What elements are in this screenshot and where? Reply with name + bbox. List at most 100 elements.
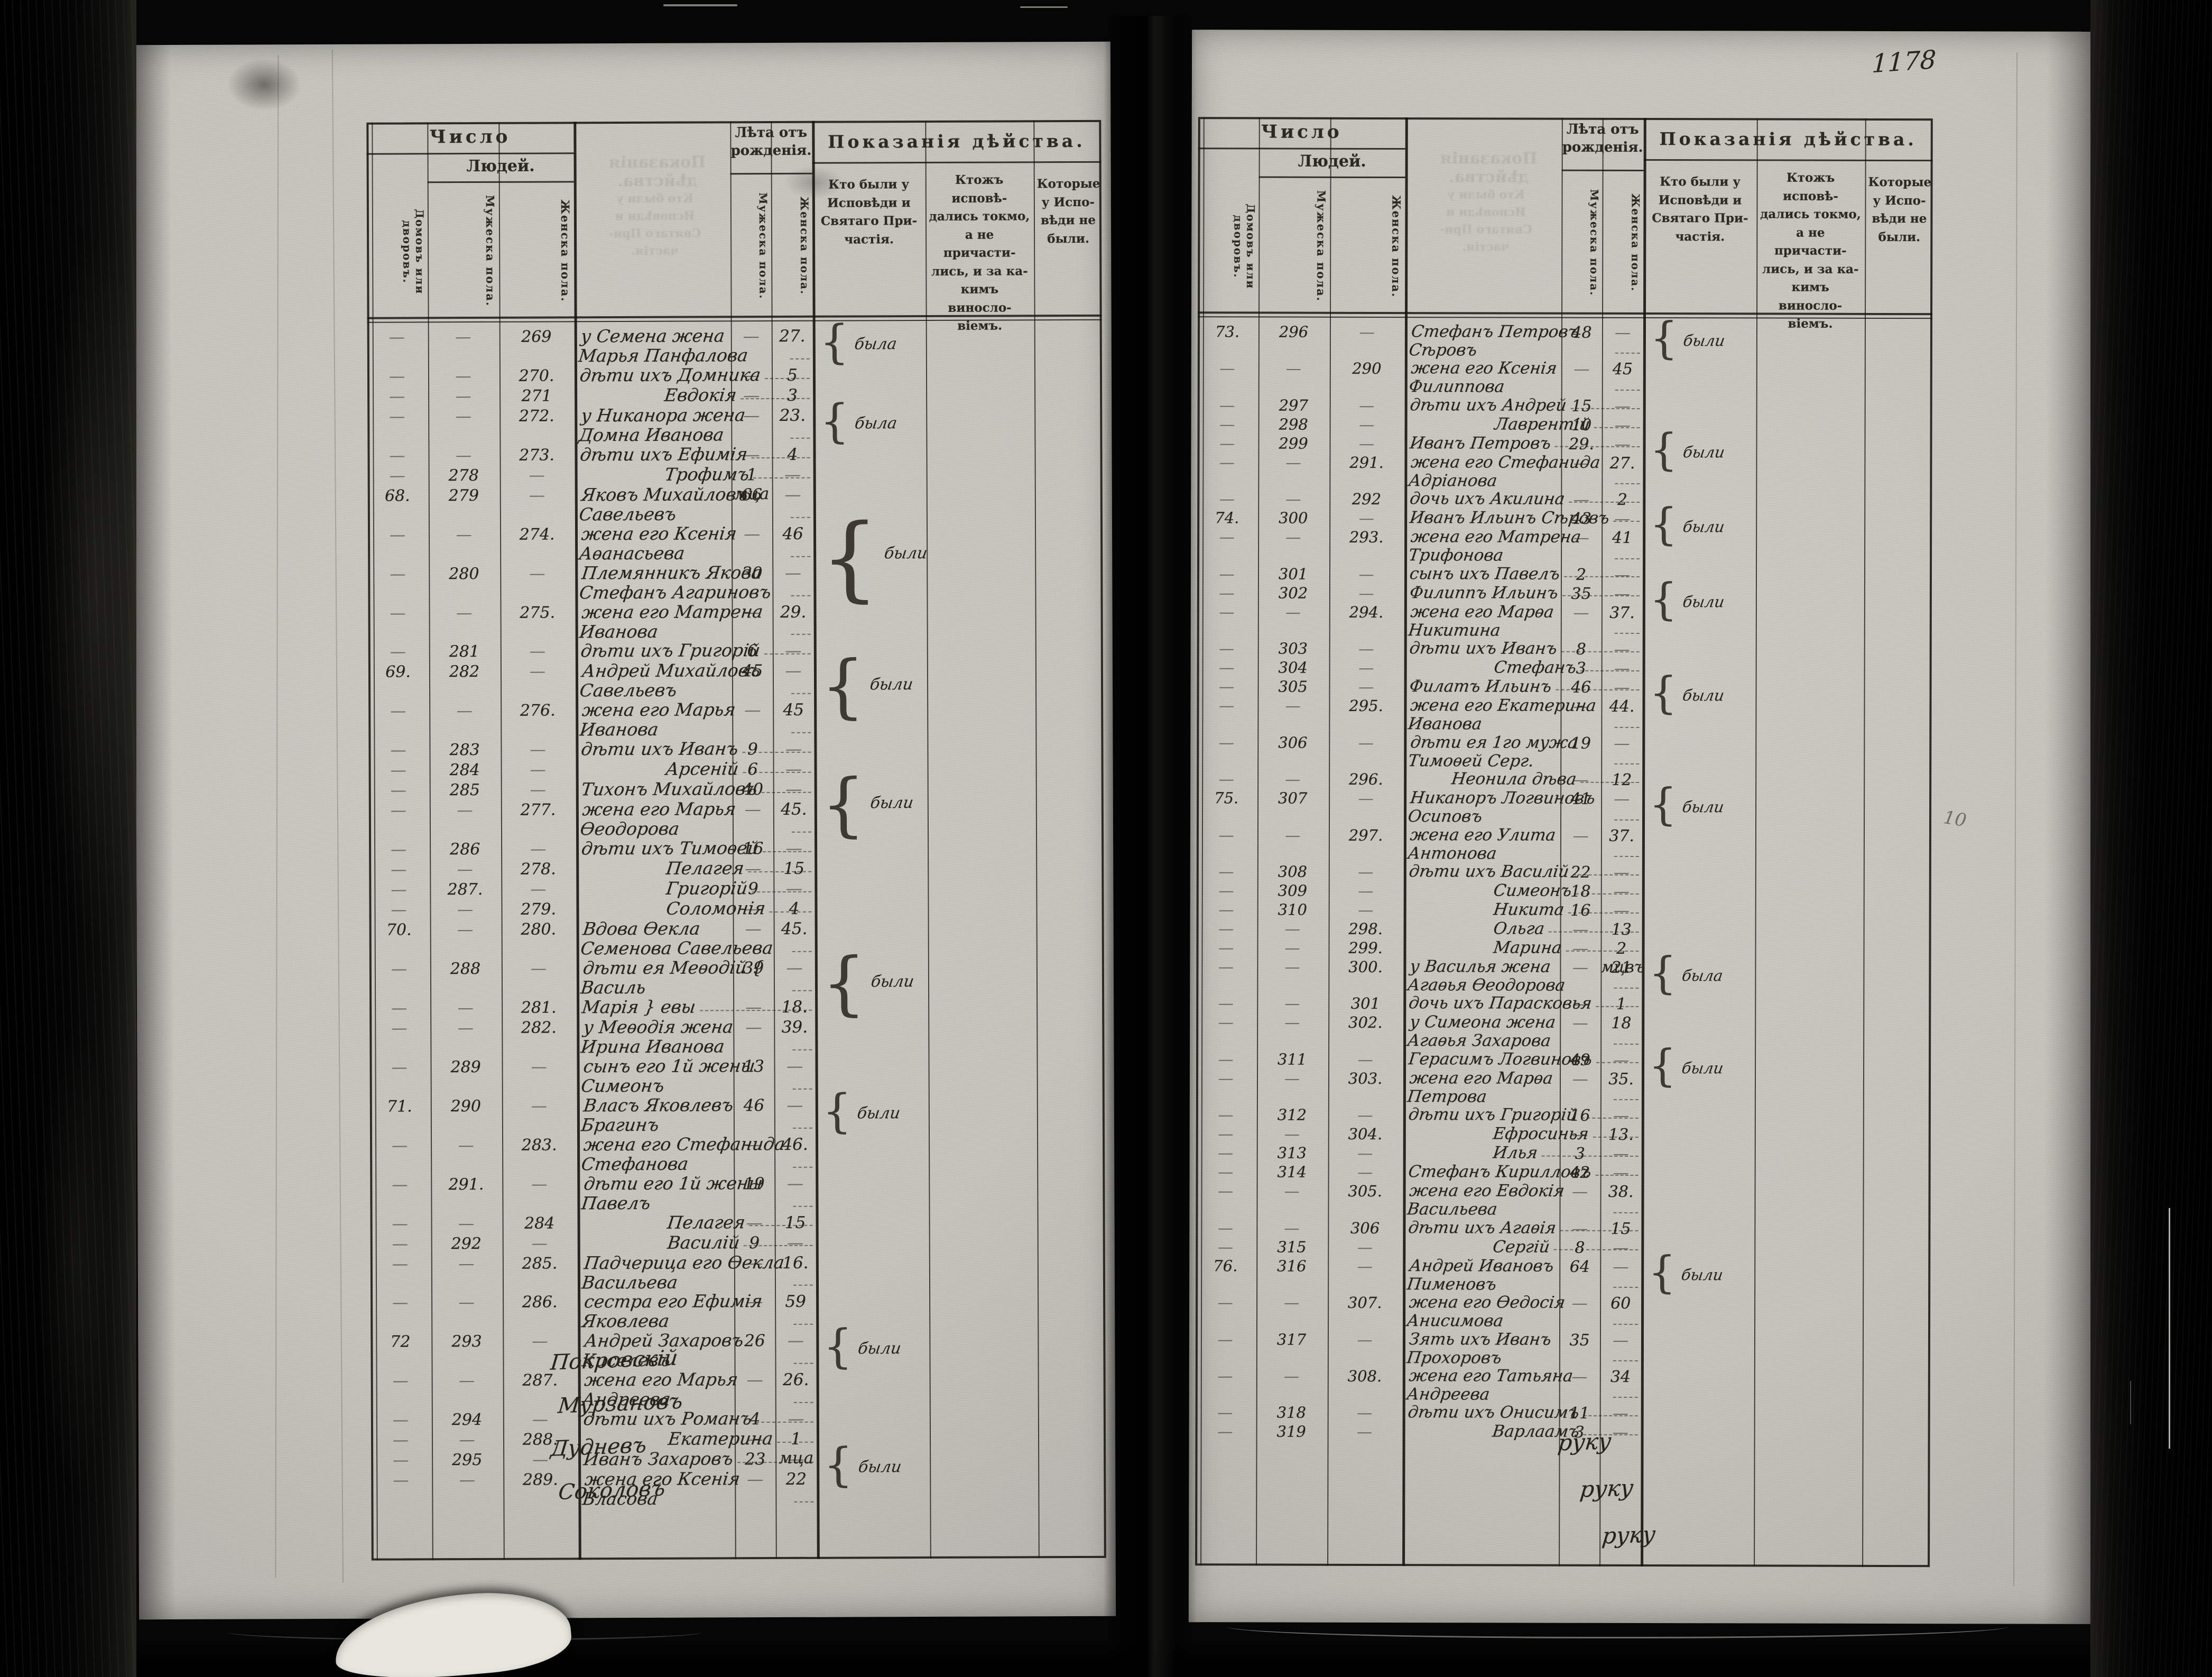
male-count: — (1284, 938, 1300, 957)
age-female: 4 (787, 445, 798, 464)
house-number: — (392, 1175, 408, 1194)
age-female: — (1613, 901, 1630, 920)
age-male: 29. (1569, 435, 1594, 454)
age-male: — (746, 1135, 763, 1154)
leader-line (794, 1501, 814, 1503)
age-female: — (787, 1331, 804, 1351)
age-male: 6 (747, 641, 758, 661)
table-row: — 310 — Никита 16 — (1197, 900, 1931, 920)
table-row: — —287. жена его Марья Андреева —26. (371, 1369, 1106, 1411)
table-row: — — 281. Марія } евы — 18. (369, 996, 1104, 1019)
male-count: — (1284, 919, 1300, 938)
age-male: 46 (743, 1095, 765, 1116)
female-count: — (1357, 1106, 1373, 1125)
leader-line (1614, 1043, 1639, 1045)
leader-line (1615, 483, 1640, 485)
table-row: — 283 — дѣти ихъ Иванъ 9 — (368, 738, 1103, 761)
person-name: Иванъ Захаровъ (582, 1448, 735, 1470)
house-number: — (1218, 1144, 1234, 1162)
age-male: 64 (1569, 1257, 1590, 1276)
male-count: — (1284, 1219, 1300, 1237)
age-male: 46 (1570, 678, 1591, 697)
age-male: — (744, 602, 761, 622)
female-count: — (1358, 733, 1374, 752)
person-name: Сергій (1492, 1237, 1551, 1257)
age-male: 13 (743, 1056, 764, 1076)
female-count: — (532, 1410, 548, 1429)
female-count: — (530, 760, 546, 779)
age-female: 59 (785, 1292, 806, 1312)
leader-line (792, 1049, 812, 1051)
table-row: — —308. жена его Татьяна Андреева —34 (1196, 1366, 1930, 1404)
header-conf1: Кто были у Исповѣди и Святаго При- часті… (1652, 174, 1748, 244)
header-conf2: Ктожъ исповѣ- дались токмо, а не причаст… (1760, 170, 1861, 331)
header-age-group: Лѣта отъ рожденія. (1562, 121, 1643, 155)
age-male: — (1572, 1070, 1588, 1089)
female-count: — (530, 740, 546, 759)
leader-line (1614, 633, 1640, 634)
age-male: 48 (1571, 323, 1592, 342)
house-number: — (389, 526, 406, 545)
house-number: — (1218, 733, 1234, 752)
female-count: — (530, 880, 547, 899)
house-number: — (390, 702, 406, 721)
house-number: — (1219, 639, 1235, 658)
female-count: 297. (1348, 826, 1383, 844)
male-count: 309 (1278, 881, 1307, 900)
house-number: — (389, 446, 405, 465)
female-count: 271 (521, 386, 552, 406)
female-count: — (531, 1096, 547, 1116)
female-count: — (1357, 1404, 1373, 1422)
leader-line (1615, 389, 1640, 391)
header-count-group: Число (429, 126, 511, 148)
house-number: — (1219, 453, 1235, 472)
table-row: 70. —280. Вдова Ѳекла Семенова Савельева —4… (369, 918, 1104, 960)
age-female: 45. (781, 800, 807, 819)
age-female: — (785, 879, 802, 899)
male-count: 298 (1279, 415, 1308, 434)
age-female: 1 (1616, 995, 1626, 1014)
table-row: — —269 у Семена жена Марья Панфалова —27. (367, 325, 1102, 367)
female-count: — (1357, 1144, 1373, 1163)
house-number: — (1219, 415, 1235, 434)
leader-line (793, 1285, 813, 1286)
age-male: 30 (742, 563, 763, 583)
female-count: — (532, 1332, 548, 1351)
table-row: —298— Лаврентій 10— (1198, 414, 1932, 435)
leader-line (790, 358, 810, 360)
male-count: — (458, 1254, 475, 1273)
male-count: — (457, 801, 473, 820)
male-count: 286 (449, 840, 480, 859)
male-count: 288 (450, 960, 481, 979)
person-name: Неонила дѣва (1450, 769, 1578, 789)
male-count: 284 (449, 761, 480, 780)
house-number: — (390, 741, 406, 760)
house-number: 75. (1214, 789, 1239, 807)
age-female: 35. (1608, 1070, 1634, 1089)
house-number: — (390, 801, 406, 820)
female-count: 290 (1352, 360, 1382, 378)
female-count: 292 (1352, 490, 1382, 509)
age-female: 18 (1611, 1014, 1632, 1033)
leader-line (1614, 988, 1639, 989)
female-count: 288. (522, 1430, 558, 1449)
age-female: — (1614, 435, 1631, 454)
age-male: 16 (1570, 1106, 1590, 1126)
age-female: 29. (780, 602, 807, 622)
header-rule (1561, 169, 1644, 172)
house-number: — (389, 387, 405, 406)
leader-line (1614, 763, 1640, 765)
leader-line (791, 732, 811, 734)
right-page: 1178 10 Число Людей. Домовъ или дворовъ.… (1188, 30, 2094, 1624)
female-count: 286. (522, 1293, 558, 1312)
table-row: — —289. жена его Ксенія Власова —22 (371, 1468, 1106, 1510)
male-count: — (455, 366, 471, 386)
leader-line (792, 990, 812, 991)
table-row: — —301 дочь ихъ Парасковья —1 (1196, 993, 1931, 1015)
table-row: — —294. жена его Марѳа Никитина —37. (1197, 602, 1932, 640)
age-male: 10 (1571, 416, 1592, 435)
house-number: — (391, 880, 407, 899)
left-page: Число Людей. Домовъ или дворовъ. Мужеска… (133, 41, 1116, 1620)
person-name: Никита (1492, 900, 1566, 919)
